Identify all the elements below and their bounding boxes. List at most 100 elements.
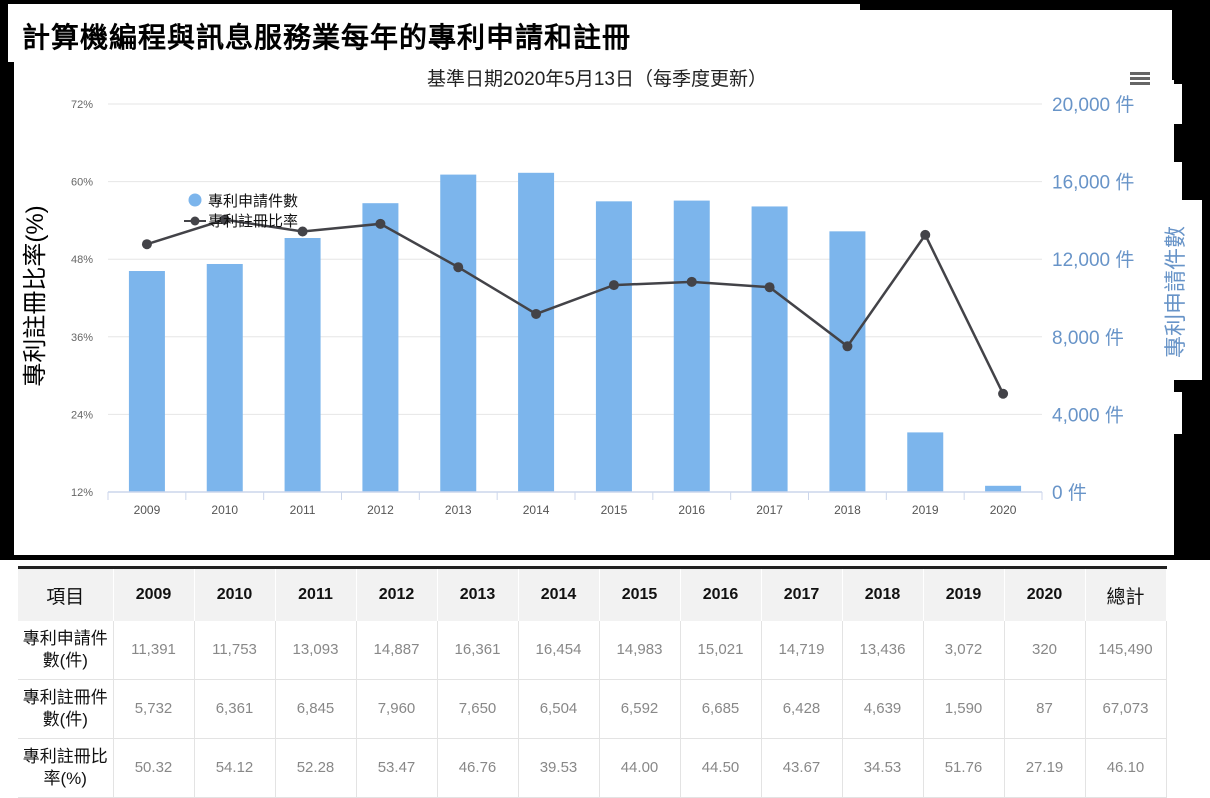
hamburger-menu-icon[interactable] bbox=[1126, 70, 1156, 94]
table-cell: 44.00 bbox=[599, 738, 680, 797]
table-cell: 52.28 bbox=[275, 738, 356, 797]
bar[interactable] bbox=[596, 201, 632, 492]
table-cell: 27.19 bbox=[1004, 738, 1085, 797]
right-tick-label: 0 件 bbox=[1052, 482, 1087, 504]
rate-point[interactable] bbox=[375, 219, 385, 229]
rate-point[interactable] bbox=[453, 262, 463, 272]
bar[interactable] bbox=[440, 175, 476, 492]
table-cell: 14,887 bbox=[356, 621, 437, 679]
table-cell: 43.67 bbox=[761, 738, 842, 797]
table-cell: 14,983 bbox=[599, 621, 680, 679]
x-tick-label: 2018 bbox=[834, 503, 861, 517]
table-cell: 44.50 bbox=[680, 738, 761, 797]
x-tick-label: 2012 bbox=[367, 503, 394, 517]
bar[interactable] bbox=[985, 486, 1021, 492]
table-cell: 4,639 bbox=[842, 679, 923, 738]
x-tick-label: 2011 bbox=[290, 503, 316, 517]
rate-line bbox=[147, 220, 1003, 394]
x-tick-label: 2009 bbox=[134, 503, 161, 517]
rate-point[interactable] bbox=[920, 230, 930, 240]
table-cell: 7,960 bbox=[356, 679, 437, 738]
table-cell: 50.32 bbox=[113, 738, 194, 797]
left-tick-label: 72% bbox=[71, 99, 93, 111]
right-tick-label: 12,000 件 bbox=[1052, 249, 1134, 271]
line-series bbox=[142, 215, 1008, 399]
table-header-year: 2013 bbox=[437, 568, 518, 622]
bar[interactable] bbox=[285, 238, 321, 492]
table-header-row: 項目 2009 2010 2011 2012 2013 2014 2015 20… bbox=[18, 568, 1166, 622]
table-cell: 54.12 bbox=[194, 738, 275, 797]
table-header-year: 2018 bbox=[842, 568, 923, 622]
table-header-year: 2014 bbox=[518, 568, 599, 622]
right-tick-label: 20,000 件 bbox=[1052, 94, 1134, 116]
bar[interactable] bbox=[518, 173, 554, 492]
grid-lines bbox=[108, 104, 1042, 414]
rate-point[interactable] bbox=[998, 389, 1008, 399]
x-tick-label: 2013 bbox=[445, 503, 472, 517]
table-cell: 51.76 bbox=[923, 738, 1004, 797]
bar[interactable] bbox=[674, 201, 710, 492]
bar[interactable] bbox=[907, 432, 943, 492]
rate-point[interactable] bbox=[687, 277, 697, 287]
legend-bar-symbol bbox=[189, 194, 202, 207]
table-cell: 1,590 bbox=[923, 679, 1004, 738]
rate-point[interactable] bbox=[298, 227, 308, 237]
table-cell: 6,361 bbox=[194, 679, 275, 738]
table-cell: 6,504 bbox=[518, 679, 599, 738]
bar[interactable] bbox=[752, 206, 788, 492]
chart: 基準日期2020年5月13日（每季度更新） 72%60%48%36%24%12%… bbox=[0, 0, 1210, 560]
table-cell: 16,361 bbox=[437, 621, 518, 679]
rate-point[interactable] bbox=[531, 309, 541, 319]
table-header-year: 2020 bbox=[1004, 568, 1085, 622]
table-cell: 7,650 bbox=[437, 679, 518, 738]
x-tick-label: 2017 bbox=[756, 503, 783, 517]
table-row: 專利申請件數(件) 11,391 11,753 13,093 14,887 16… bbox=[18, 621, 1166, 679]
table-header-year: 2010 bbox=[194, 568, 275, 622]
table-cell: 11,391 bbox=[113, 621, 194, 679]
table-header-year: 2015 bbox=[599, 568, 680, 622]
x-tick-label: 2016 bbox=[678, 503, 705, 517]
bar[interactable] bbox=[207, 264, 243, 492]
table-cell: 53.47 bbox=[356, 738, 437, 797]
table-header-year: 2012 bbox=[356, 568, 437, 622]
legend-line-marker bbox=[191, 217, 200, 226]
legend-label-rate: 專利註冊比率 bbox=[208, 213, 298, 230]
row-label: 專利申請件數(件) bbox=[18, 621, 113, 679]
left-tick-label: 24% bbox=[71, 409, 93, 421]
legend-label-applications: 專利申請件數 bbox=[208, 193, 298, 210]
table-cell: 6,685 bbox=[680, 679, 761, 738]
right-tick-label: 8,000 件 bbox=[1052, 327, 1124, 349]
table-header-total: 總計 bbox=[1085, 568, 1166, 622]
table-cell: 16,454 bbox=[518, 621, 599, 679]
right-axis-label: 專利申請件數 bbox=[1163, 226, 1188, 358]
x-axis-ticks: 2009201020112012201320142015201620172018… bbox=[108, 492, 1042, 517]
table-cell: 320 bbox=[1004, 621, 1085, 679]
table-cell: 13,093 bbox=[275, 621, 356, 679]
x-tick-label: 2014 bbox=[523, 503, 550, 517]
table-header-year: 2017 bbox=[761, 568, 842, 622]
table-cell: 11,753 bbox=[194, 621, 275, 679]
table-cell: 13,436 bbox=[842, 621, 923, 679]
left-tick-label: 36% bbox=[71, 332, 93, 344]
legend-item-applications[interactable]: 專利申請件數 bbox=[189, 193, 299, 210]
data-table: 項目 2009 2010 2011 2012 2013 2014 2015 20… bbox=[18, 566, 1167, 798]
row-label: 專利註冊件數(件) bbox=[18, 679, 113, 738]
table-cell: 14,719 bbox=[761, 621, 842, 679]
rate-point[interactable] bbox=[142, 239, 152, 249]
table-cell: 5,732 bbox=[113, 679, 194, 738]
table-header-year: 2011 bbox=[275, 568, 356, 622]
table-cell-total: 145,490 bbox=[1085, 621, 1166, 679]
bar[interactable] bbox=[362, 203, 398, 492]
bar[interactable] bbox=[129, 271, 165, 492]
chart-subtitle: 基準日期2020年5月13日（每季度更新） bbox=[427, 68, 767, 90]
rate-point[interactable] bbox=[609, 280, 619, 290]
rate-point[interactable] bbox=[765, 282, 775, 292]
table-cell-total: 46.10 bbox=[1085, 738, 1166, 797]
left-axis-ticks: 72%60%48%36%24%12% bbox=[71, 99, 93, 499]
right-tick-label: 16,000 件 bbox=[1052, 172, 1134, 194]
table-cell: 46.76 bbox=[437, 738, 518, 797]
bar[interactable] bbox=[829, 231, 865, 492]
table-header-year: 2016 bbox=[680, 568, 761, 622]
table-cell: 34.53 bbox=[842, 738, 923, 797]
rate-point[interactable] bbox=[842, 341, 852, 351]
